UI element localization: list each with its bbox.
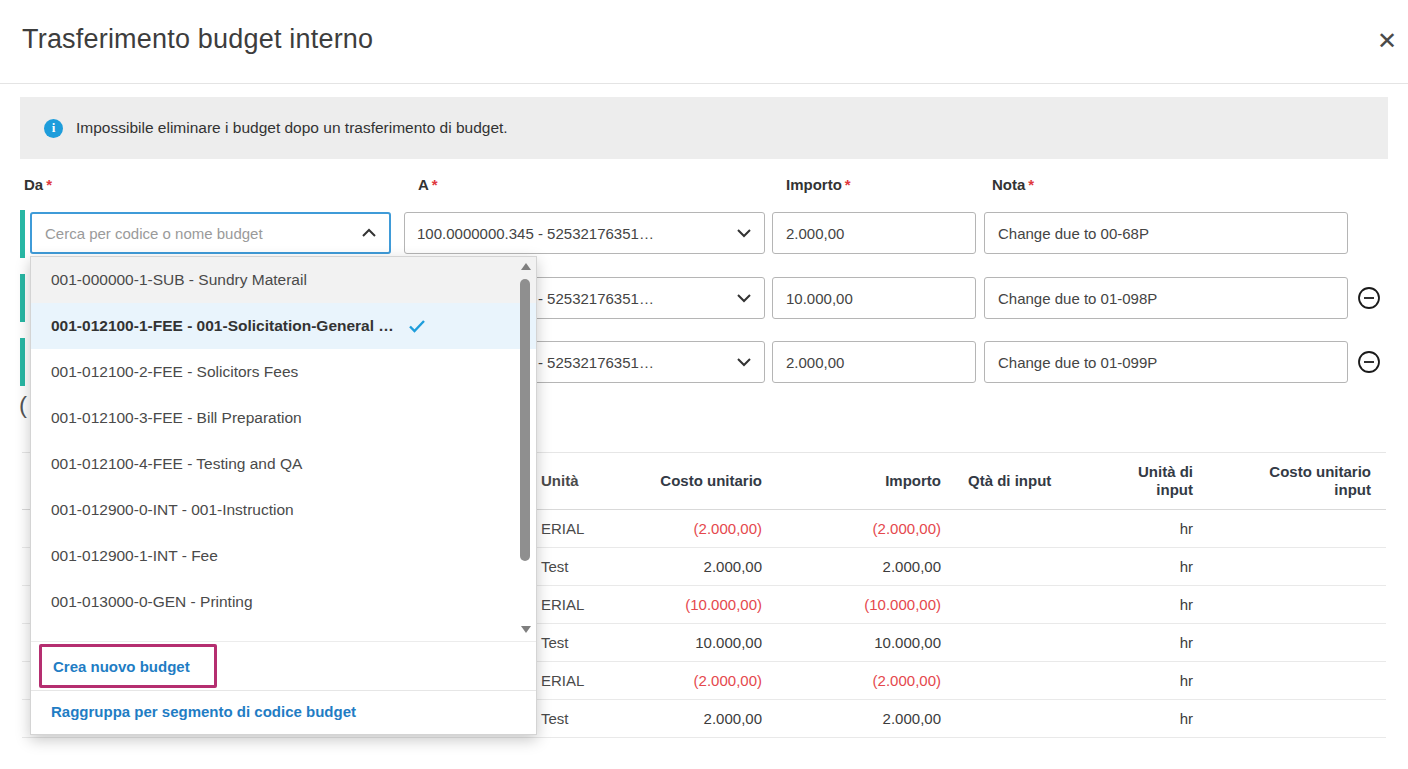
col-header-unit-cost: Costo unitario xyxy=(600,472,762,490)
nota-input-row1[interactable] xyxy=(985,213,1347,253)
row-accent-bar xyxy=(20,274,25,322)
importo-input-row3[interactable] xyxy=(773,342,975,382)
page-title: Trasferimento budget interno xyxy=(22,24,373,55)
dropdown-option[interactable]: 001-013000-0-GEN - Printing xyxy=(31,579,536,625)
da-search-input[interactable] xyxy=(32,214,389,252)
remove-row-icon[interactable] xyxy=(1356,350,1382,376)
dropdown-option[interactable]: 001-012900-1-INT - Fee xyxy=(31,533,536,579)
chevron-down-icon xyxy=(736,357,752,367)
nota-field-row3 xyxy=(984,341,1348,383)
dropdown-option[interactable]: 001-012900-0-INT - 001-Instruction xyxy=(31,487,536,533)
chevron-up-icon xyxy=(361,228,377,238)
row-accent-bar xyxy=(20,210,25,258)
nota-field-row1 xyxy=(984,212,1348,254)
dropdown-footer: Crea nuovo budget Raggruppa per segmento… xyxy=(31,641,536,736)
dropdown-option-selected[interactable]: 001-012100-1-FEE - 001-Solicitation-Gene… xyxy=(31,303,536,349)
a-select-row1[interactable]: 100.0000000.345 - 52532176351… xyxy=(404,212,765,254)
importo-input-row1[interactable] xyxy=(773,213,975,253)
da-search-combobox[interactable] xyxy=(30,212,391,254)
checkmark-icon xyxy=(408,319,426,333)
nota-input-row3[interactable] xyxy=(985,342,1347,382)
budget-dropdown-panel: 001-000000-1-SUB - Sundry Materail 001-0… xyxy=(30,256,537,735)
nota-input-row2[interactable] xyxy=(985,278,1347,318)
remove-row-icon[interactable] xyxy=(1356,286,1382,312)
budget-transfer-modal: Trasferimento budget interno ✕ i Impossi… xyxy=(0,0,1408,769)
importo-input-row2[interactable] xyxy=(773,278,975,318)
importo-field-row2 xyxy=(772,277,976,319)
importo-field-row3 xyxy=(772,341,976,383)
budget-option-list: 001-000000-1-SUB - Sundry Materail 001-0… xyxy=(31,257,536,641)
col-header-amount: Importo xyxy=(762,472,941,490)
label-a: A* xyxy=(418,176,438,193)
dropdown-option[interactable]: 001-012100-3-FEE - Bill Preparation xyxy=(31,395,536,441)
clipped-text-fragment: ( xyxy=(19,391,27,419)
chevron-down-icon xyxy=(736,228,752,238)
label-importo: Importo* xyxy=(786,176,851,193)
dropdown-option[interactable]: 001-000000-1-SUB - Sundry Materail xyxy=(31,257,536,303)
info-banner: i Impossibile eliminare i budget dopo un… xyxy=(20,97,1388,159)
col-header-input-unit: Unità di input xyxy=(1060,463,1193,499)
scroll-up-icon[interactable] xyxy=(521,263,531,270)
create-budget-link[interactable]: Crea nuovo budget xyxy=(53,658,190,675)
group-by-segment-link[interactable]: Raggruppa per segmento di codice budget xyxy=(51,703,356,720)
nota-field-row2 xyxy=(984,277,1348,319)
col-header-input-qty: Qtà di input xyxy=(941,472,1060,490)
chevron-down-icon xyxy=(736,293,752,303)
info-banner-text: Impossibile eliminare i budget dopo un t… xyxy=(76,119,508,137)
row-accent-bar xyxy=(20,338,25,386)
dropdown-option[interactable]: 001-012100-2-FEE - Solicitors Fees xyxy=(31,349,536,395)
dropdown-option[interactable]: 001-012100-4-FEE - Testing and QA xyxy=(31,441,536,487)
close-icon[interactable]: ✕ xyxy=(1372,26,1402,56)
annotation-highlight-box: Crea nuovo budget xyxy=(39,644,217,688)
label-nota: Nota* xyxy=(992,176,1034,193)
scroll-down-icon[interactable] xyxy=(521,626,531,633)
col-header-input-unit-cost: Costo unitario input xyxy=(1193,463,1371,499)
importo-field-row1 xyxy=(772,212,976,254)
footer-divider xyxy=(31,690,536,691)
header-divider xyxy=(0,83,1408,84)
label-da: Da* xyxy=(24,176,52,193)
info-icon: i xyxy=(44,119,63,138)
scrollbar-thumb[interactable] xyxy=(520,279,530,561)
dropdown-scrollbar[interactable] xyxy=(518,261,532,637)
